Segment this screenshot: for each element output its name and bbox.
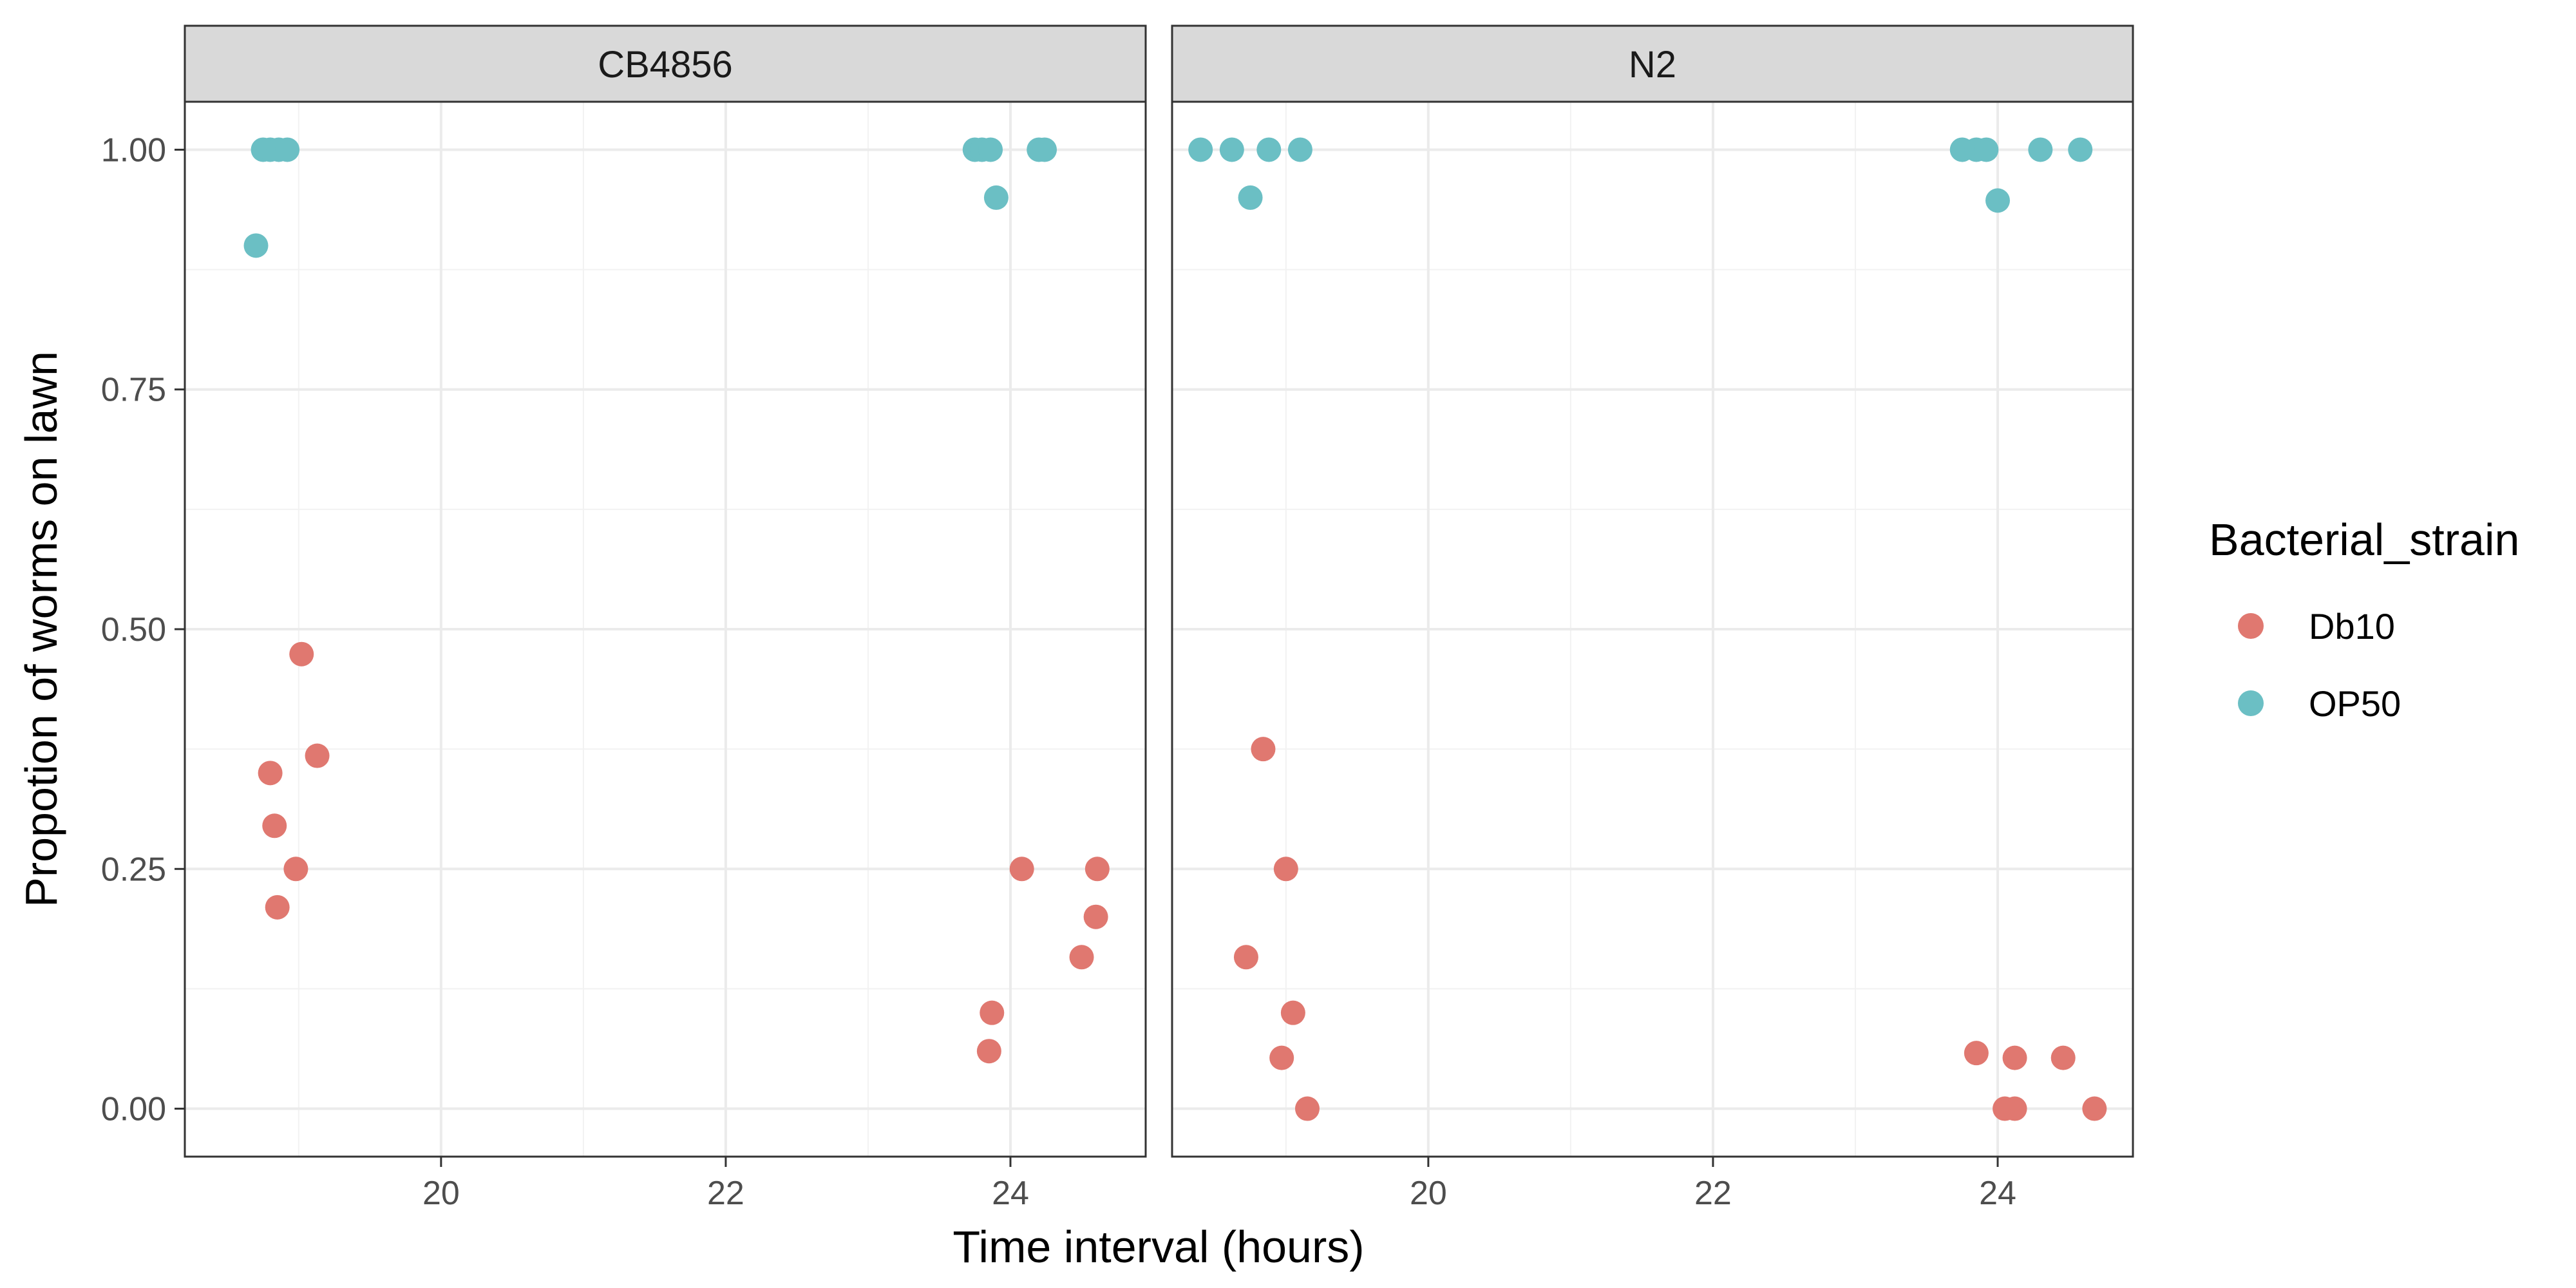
data-point-db10	[1964, 1041, 1989, 1066]
strip-label-n2: N2	[1629, 44, 1676, 86]
panel-cb4856: CB4856	[184, 24, 1147, 1158]
data-point-op50	[1032, 137, 1057, 162]
data-point-db10	[1009, 857, 1034, 882]
data-point-db10	[289, 641, 314, 667]
legend-key-db10	[2238, 613, 2264, 639]
y-tick-label: 1.00	[101, 131, 166, 169]
data-point-db10	[2002, 1096, 2027, 1121]
legend: Bacterial_strain Db10 OP50	[2209, 515, 2519, 724]
data-point-db10	[265, 895, 290, 920]
data-point-db10	[258, 761, 283, 786]
x-tick-label: 24	[1979, 1175, 2016, 1212]
data-point-op50	[1985, 188, 2011, 213]
data-point-op50	[978, 137, 1003, 162]
y-tick-label: 0.25	[101, 851, 166, 888]
data-point-op50	[983, 185, 1009, 210]
y-axis-title: Propotion of worms on lawn	[16, 351, 66, 907]
x-tick-label: 24	[992, 1175, 1029, 1212]
data-point-db10	[2050, 1045, 2076, 1070]
panel-grid	[185, 102, 1146, 1157]
data-point-db10	[262, 813, 287, 838]
data-point-op50	[2068, 137, 2093, 162]
data-point-db10	[1294, 1096, 1320, 1121]
data-point-db10	[2002, 1045, 2027, 1070]
data-point-op50	[1974, 137, 1999, 162]
data-point-op50	[275, 137, 300, 162]
data-point-op50	[243, 233, 269, 258]
data-point-db10	[1251, 737, 1276, 762]
data-point-op50	[1219, 137, 1244, 162]
legend-title: Bacterial_strain	[2209, 515, 2519, 565]
data-point-op50	[2028, 137, 2053, 162]
data-point-db10	[1280, 1000, 1305, 1025]
legend-key-op50	[2238, 690, 2264, 716]
y-axis: 0.00 0.25 0.50 0.75 1.00	[101, 131, 185, 1128]
data-point-db10	[305, 743, 330, 768]
data-point-db10	[1069, 945, 1094, 970]
x-tick-label: 20	[1410, 1175, 1447, 1212]
strip-label-cb4856: CB4856	[598, 44, 733, 86]
x-tick-label: 22	[1694, 1175, 1732, 1212]
y-tick-label: 0.50	[101, 611, 166, 649]
panel-points	[243, 137, 1110, 1064]
data-point-db10	[1233, 945, 1258, 970]
x-tick-label: 22	[707, 1175, 744, 1212]
strip-background	[1171, 24, 2134, 103]
legend-label-db10: Db10	[2309, 606, 2395, 647]
data-point-db10	[976, 1039, 1001, 1064]
legend-label-op50: OP50	[2309, 683, 2401, 724]
y-tick-label: 0.00	[101, 1091, 166, 1128]
data-point-db10	[1083, 904, 1108, 929]
x-tick-label: 20	[422, 1175, 460, 1212]
data-point-db10	[1273, 857, 1298, 882]
data-point-op50	[1188, 137, 1213, 162]
panel-points	[1188, 137, 2107, 1121]
data-point-db10	[980, 1000, 1005, 1025]
data-point-op50	[1256, 137, 1282, 162]
data-point-db10	[2082, 1096, 2107, 1121]
data-point-op50	[1238, 185, 1263, 210]
data-point-db10	[283, 857, 308, 882]
x-axis-title: Time interval (hours)	[952, 1222, 1364, 1272]
strip-background	[184, 24, 1147, 103]
data-point-db10	[1084, 857, 1110, 882]
panel-grid	[1172, 102, 2133, 1157]
panel-n2: N2	[1171, 24, 2134, 1158]
x-axis: 20 22 24 20 22 24	[422, 1157, 2016, 1212]
data-point-db10	[1269, 1045, 1294, 1070]
y-tick-label: 0.75	[101, 372, 166, 409]
data-point-op50	[1287, 137, 1312, 162]
